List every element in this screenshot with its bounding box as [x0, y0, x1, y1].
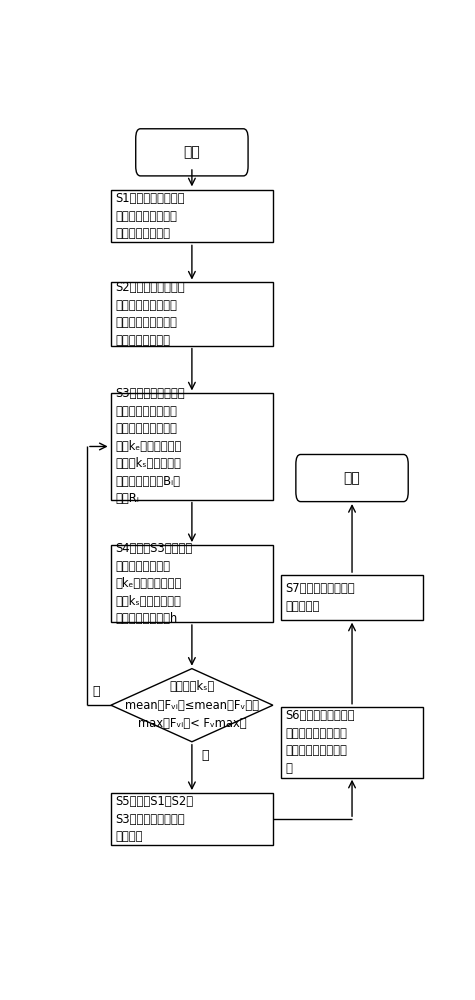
Text: S2：获取给定滚刀切
深下滚压破岩时与刀
圈摩擦磨损性能相关
的动力学特性参数: S2：获取给定滚刀切 深下滚压破岩时与刀 圈摩擦磨损性能相关 的动力学特性参数 [115, 281, 185, 347]
Text: 否: 否 [93, 685, 100, 698]
Text: 是: 是 [201, 749, 209, 762]
Text: S6：驱动刀圈试样在
给定切深下周期性地
回转滚压切削岩石试
样: S6：驱动刀圈试样在 给定切深下周期性地 回转滚压切削岩石试 样 [285, 709, 355, 775]
Bar [281, 575, 423, 620]
Bar [281, 707, 423, 778]
Text: S7：记录并分析试验
现象与结果: S7：记录并分析试验 现象与结果 [285, 582, 355, 613]
Text: S3：简化刀圈试样为
圆盘状，随后通过设
定刀圈刃部轮廓等效
系数kₑ、刀圈缩尺比
例系数kₛ来计算获得
刀圈试样的宽度Bᵢ与
外径Rᵢ: S3：简化刀圈试样为 圆盘状，随后通过设 定刀圈刃部轮廓等效 系数kₑ、刀圈缩尺… [115, 387, 185, 505]
Text: 结束: 结束 [343, 471, 361, 485]
Text: S5：基于S1、S2与
S3制备出刀圈试样和
岩石试样: S5：基于S1、S2与 S3制备出刀圈试样和 岩石试样 [115, 795, 193, 843]
Polygon shape [111, 669, 273, 742]
Bar [111, 793, 273, 845]
Bar [111, 393, 273, 500]
Bar [111, 190, 273, 242]
FancyBboxPatch shape [136, 129, 248, 176]
Text: S4：基于S3获得的刀
圈刃部轮廓等效系
数kₑ、刀圈缩尺比例
系数kₛ，确定刀圈试
样的试验设计切深h: S4：基于S3获得的刀 圈刃部轮廓等效系 数kₑ、刀圈缩尺比例 系数kₛ，确定刀… [115, 542, 192, 625]
Text: 开始: 开始 [183, 145, 200, 159]
Bar [111, 282, 273, 346]
Text: S1：获取与所研究的
滚刀刀圈摩擦磨损性
能相关的基本信息: S1：获取与所研究的 滚刀刀圈摩擦磨损性 能相关的基本信息 [115, 192, 185, 240]
Text: 是否满足kₛ、
mean（Fᵥᵢ）≤mean（Fᵥ）、
max（Fᵥᵢ）< Fᵥmax？: 是否满足kₛ、 mean（Fᵥᵢ）≤mean（Fᵥ）、 max（Fᵥᵢ）< Fᵥ… [125, 680, 259, 730]
Bar [111, 545, 273, 622]
FancyBboxPatch shape [296, 454, 408, 502]
